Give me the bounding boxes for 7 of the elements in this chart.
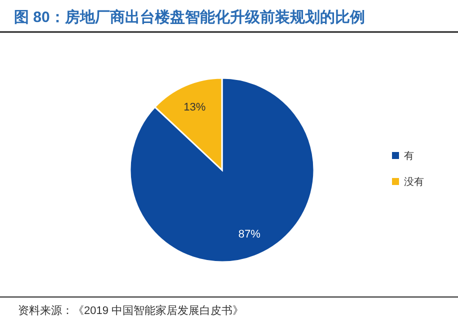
- chart-title: 图 80：房地厂商出台楼盘智能化升级前装规划的比例: [14, 8, 365, 26]
- text: 资料来源：《2019 中国智能家居发展白皮书》: [18, 304, 244, 317]
- pie-slice: [129, 77, 315, 263]
- legend-label: 有: [404, 150, 414, 162]
- data-label: 13%: [184, 102, 206, 114]
- data-label: 87%: [238, 228, 261, 240]
- legend-label: 没有: [404, 176, 424, 188]
